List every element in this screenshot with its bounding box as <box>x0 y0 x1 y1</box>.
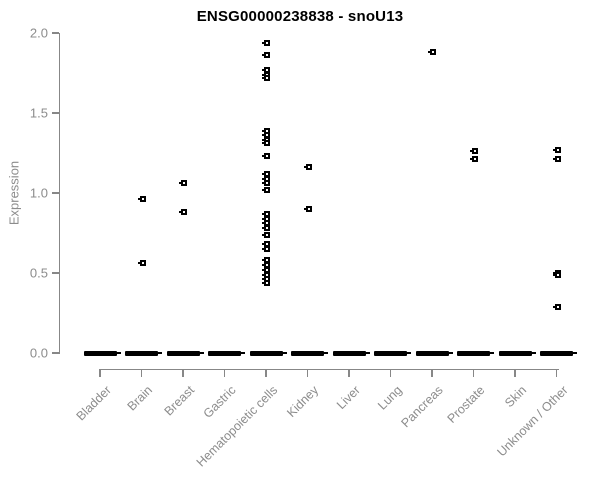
data-point <box>262 74 270 81</box>
data-point <box>262 52 270 59</box>
data-point <box>552 146 561 153</box>
data-point <box>469 148 478 155</box>
zero-cluster-bar <box>291 350 328 356</box>
zero-cluster-bar <box>83 350 121 356</box>
x-tick-label: Kidney <box>284 383 322 420</box>
x-tick <box>99 369 101 377</box>
y-tick-label: 1.5 <box>29 105 48 121</box>
data-point <box>552 271 561 278</box>
y-tick <box>52 32 59 34</box>
data-point <box>262 225 270 232</box>
data-point <box>262 231 270 238</box>
y-tick-label: 1.0 <box>29 185 48 201</box>
data-point <box>303 206 312 212</box>
data-point <box>137 196 146 203</box>
data-point <box>179 209 187 216</box>
x-axis-line <box>99 368 559 370</box>
zero-cluster-bar <box>415 350 453 356</box>
zero-cluster-bar <box>125 350 162 356</box>
x-tick-label: Bladder <box>73 383 114 424</box>
y-tick <box>52 352 59 354</box>
x-tick <box>140 369 143 377</box>
data-point <box>179 180 187 187</box>
y-tick-label: 2.0 <box>29 25 48 41</box>
x-tick-label: Prostate <box>444 383 488 426</box>
x-tick-label: Hematopoietic cells <box>193 383 280 470</box>
data-point <box>262 180 270 187</box>
data-point <box>469 156 478 163</box>
x-tick <box>306 369 309 377</box>
x-tick-label: Gastric <box>200 383 239 421</box>
x-tick <box>223 369 226 377</box>
data-point <box>262 140 270 147</box>
chart-title: ENSG00000238838 - snoU13 <box>196 8 404 25</box>
zero-cluster-bar <box>374 350 411 356</box>
x-tick <box>182 369 184 377</box>
x-tick <box>431 369 433 377</box>
x-tick <box>514 369 516 377</box>
data-point <box>262 153 270 160</box>
zero-cluster-bar <box>249 350 287 356</box>
zero-cluster-bar <box>540 350 577 356</box>
zero-cluster-bar <box>332 350 370 356</box>
y-tick-label: 0.0 <box>29 345 48 361</box>
y-axis-line <box>58 33 60 354</box>
y-tick-label: 0.5 <box>29 265 48 281</box>
data-point <box>137 260 146 267</box>
y-tick <box>52 272 59 274</box>
data-point <box>262 39 270 46</box>
data-point <box>552 156 561 163</box>
zero-cluster-bar <box>498 350 536 356</box>
data-point <box>262 246 270 252</box>
data-point <box>428 49 436 56</box>
x-tick <box>348 369 350 377</box>
data-point <box>552 303 561 310</box>
data-point <box>303 164 312 171</box>
x-tick <box>472 369 475 377</box>
x-tick-label: Liver <box>333 383 363 413</box>
y-tick <box>52 192 59 194</box>
x-tick-label: Brain <box>124 383 156 414</box>
zero-cluster-bar <box>457 350 494 356</box>
x-tick-label: Unknown / Other <box>494 383 571 460</box>
x-tick <box>265 369 267 377</box>
x-tick-label: Lung <box>374 383 405 413</box>
x-tick <box>555 369 558 377</box>
x-tick-label: Skin <box>501 383 529 411</box>
y-tick <box>52 112 59 114</box>
y-axis-title: Expression <box>6 160 22 226</box>
zero-cluster-bar <box>166 350 204 356</box>
x-tick-label: Breast <box>161 383 197 419</box>
data-point <box>262 279 270 286</box>
zero-cluster-bar <box>208 350 245 356</box>
x-tick-label: Pancreas <box>398 383 446 431</box>
x-tick <box>389 369 392 377</box>
data-point <box>262 186 270 193</box>
